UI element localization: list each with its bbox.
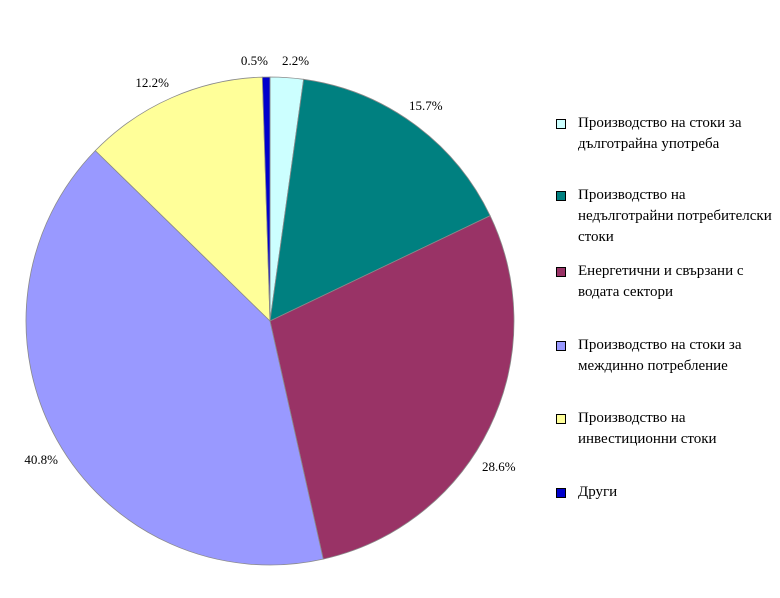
legend-label: Производство на недълготрайни потребител…	[578, 187, 772, 245]
legend-label: Производство на инвестиционни стоки	[578, 410, 717, 447]
slice-other	[261, 76, 271, 322]
slice-nondurable-goods	[269, 78, 491, 322]
slice-percent-label: 0.5%	[241, 53, 268, 68]
slice-percent-label: 15.7%	[409, 98, 443, 113]
legend-swatch	[556, 191, 566, 201]
legend-swatch	[556, 119, 566, 129]
legend-label: Производство на стоки за дълготрайна упо…	[578, 115, 742, 152]
legend-label: Други	[578, 484, 618, 500]
slice-percent-label: 2.2%	[282, 53, 309, 68]
slice-intermediate-goods	[25, 150, 324, 566]
legend-swatch	[556, 267, 566, 277]
legend-swatch	[556, 414, 566, 424]
legend-swatch	[556, 341, 566, 351]
slice-energy	[269, 215, 515, 560]
slice-investment-goods	[94, 76, 271, 322]
slice-percent-label: 40.8%	[24, 452, 58, 467]
slice-labels: 2.2% 15.7% 28.6% 40.8% 12.2% 0.5%	[24, 53, 515, 474]
legend-swatch	[556, 488, 566, 498]
legend-label: Енергетични и свързани с водата сектори	[578, 263, 744, 300]
slice-percent-label: 12.2%	[135, 75, 169, 90]
slice-percent-label: 28.6%	[482, 459, 516, 474]
legend-label: Производство на стоки за междинно потреб…	[578, 337, 742, 374]
pie-slices	[25, 76, 515, 566]
